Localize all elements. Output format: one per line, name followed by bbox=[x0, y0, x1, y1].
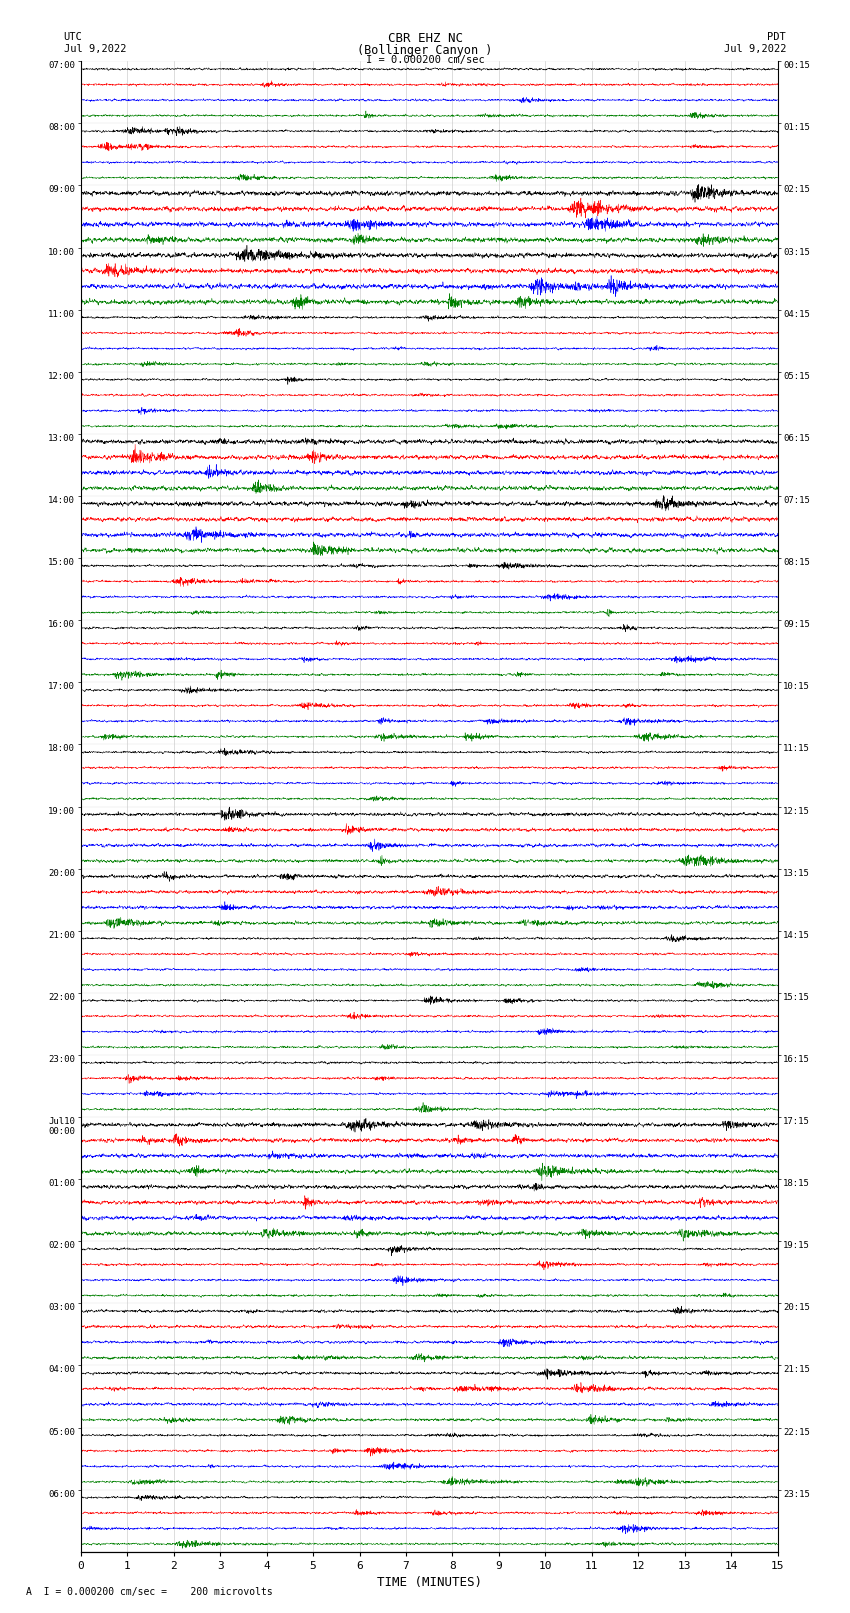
Text: CBR EHZ NC: CBR EHZ NC bbox=[388, 32, 462, 45]
Text: Jul 9,2022: Jul 9,2022 bbox=[723, 44, 786, 53]
Text: UTC: UTC bbox=[64, 32, 82, 42]
Text: I = 0.000200 cm/sec: I = 0.000200 cm/sec bbox=[366, 55, 484, 65]
Text: PDT: PDT bbox=[768, 32, 786, 42]
Text: Jul 9,2022: Jul 9,2022 bbox=[64, 44, 127, 53]
X-axis label: TIME (MINUTES): TIME (MINUTES) bbox=[377, 1576, 482, 1589]
Text: A  I = 0.000200 cm/sec =    200 microvolts: A I = 0.000200 cm/sec = 200 microvolts bbox=[26, 1587, 272, 1597]
Text: (Bollinger Canyon ): (Bollinger Canyon ) bbox=[357, 44, 493, 56]
